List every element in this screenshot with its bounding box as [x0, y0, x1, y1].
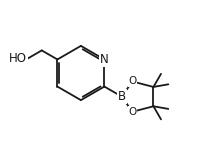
Text: HO: HO: [9, 52, 27, 65]
Text: O: O: [128, 77, 136, 86]
Text: N: N: [100, 53, 109, 66]
Text: B: B: [118, 90, 126, 103]
Text: O: O: [128, 107, 136, 117]
